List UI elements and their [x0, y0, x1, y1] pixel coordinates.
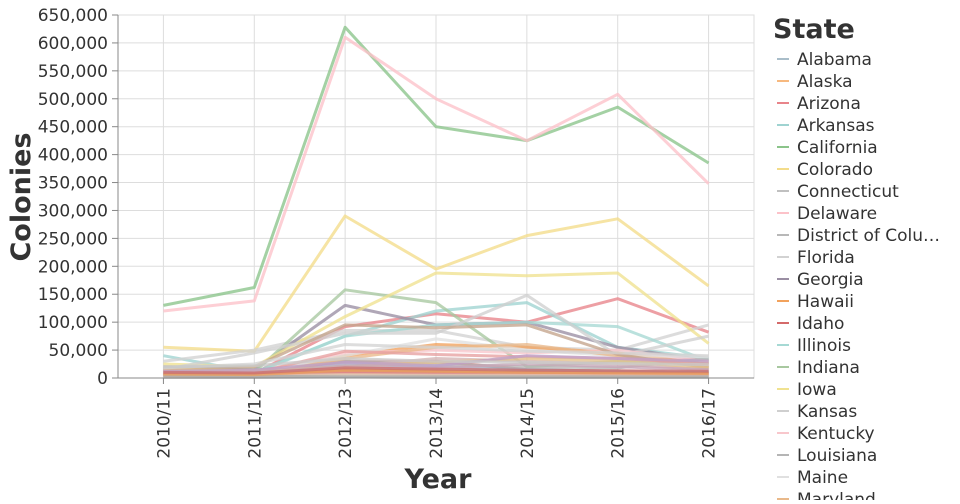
- series-line: [163, 368, 709, 377]
- y-tick-label: 300,000: [38, 201, 108, 221]
- legend-title: State: [773, 14, 855, 45]
- legend-label: Arizona: [797, 94, 861, 114]
- y-tick-label: 250,000: [38, 229, 108, 249]
- legend-label: Idaho: [797, 314, 844, 334]
- legend-label: Florida: [797, 248, 855, 268]
- y-tick-label: 350,000: [38, 174, 108, 194]
- series-line: [163, 35, 710, 313]
- y-tick-label: 50,000: [49, 341, 108, 361]
- series-line: [163, 343, 709, 370]
- x-tick-label: 2015/16: [609, 388, 629, 459]
- series-line: [163, 354, 709, 373]
- x-tick-label: 2016/17: [700, 388, 720, 459]
- legend-label: District of Colu…: [797, 226, 940, 246]
- y-tick-label: 0: [97, 369, 108, 389]
- y-tick-label: 150,000: [38, 285, 108, 305]
- x-axis-title: Year: [404, 464, 473, 495]
- legend-label: Connecticut: [797, 182, 899, 202]
- y-axis-title: Colonies: [6, 132, 37, 261]
- legend-label: Kansas: [797, 402, 857, 422]
- series-line: [163, 374, 709, 379]
- legend-label: Georgia: [797, 270, 864, 290]
- legend-label: Maryland: [797, 490, 876, 500]
- x-tick-label: 2014/15: [518, 388, 538, 459]
- legend-label: Indiana: [797, 358, 860, 378]
- y-tick-label: 400,000: [38, 146, 108, 166]
- series-line: [163, 25, 710, 307]
- y-tick-label: 650,000: [38, 6, 108, 26]
- y-tick-label: 100,000: [38, 313, 108, 333]
- legend-label: Kentucky: [797, 424, 875, 444]
- legend-label: Iowa: [797, 380, 837, 400]
- legend-label: Illinois: [797, 336, 851, 356]
- legend-label: Alabama: [797, 50, 872, 70]
- axes: 0 50,000 100,000 150,000 200,000 250,000 300,0…: [38, 6, 754, 459]
- legend-label: California: [797, 138, 878, 158]
- y-tick-label: 550,000: [38, 62, 108, 82]
- y-tick-label: 500,000: [38, 90, 108, 110]
- legend-label: Alaska: [797, 72, 853, 92]
- legend-label: Delaware: [797, 204, 877, 224]
- series-lines: [163, 25, 710, 379]
- x-tick-label: 2013/14: [427, 388, 447, 459]
- grid: [117, 14, 755, 379]
- legend-label: Colorado: [797, 160, 873, 180]
- legend-label: Hawaii: [797, 292, 854, 312]
- legend-label: Maine: [797, 468, 848, 488]
- y-tick-label: 600,000: [38, 34, 108, 54]
- x-tick-label: 2012/13: [336, 388, 356, 459]
- y-tick-label: 200,000: [38, 257, 108, 277]
- series-line: [163, 366, 709, 375]
- legend-label: Louisiana: [797, 446, 877, 466]
- x-tick-label: 2011/12: [245, 388, 265, 459]
- x-tick-label: 2010/11: [154, 388, 174, 459]
- legend-label: Arkansas: [797, 116, 875, 136]
- legend: State AlabamaAlaskaArizonaArkansasCalifo…: [773, 14, 940, 504]
- y-tick-label: 450,000: [38, 118, 108, 138]
- series-line: [163, 357, 709, 369]
- legend-entries: AlabamaAlaskaArizonaArkansasCaliforniaCo…: [777, 50, 940, 504]
